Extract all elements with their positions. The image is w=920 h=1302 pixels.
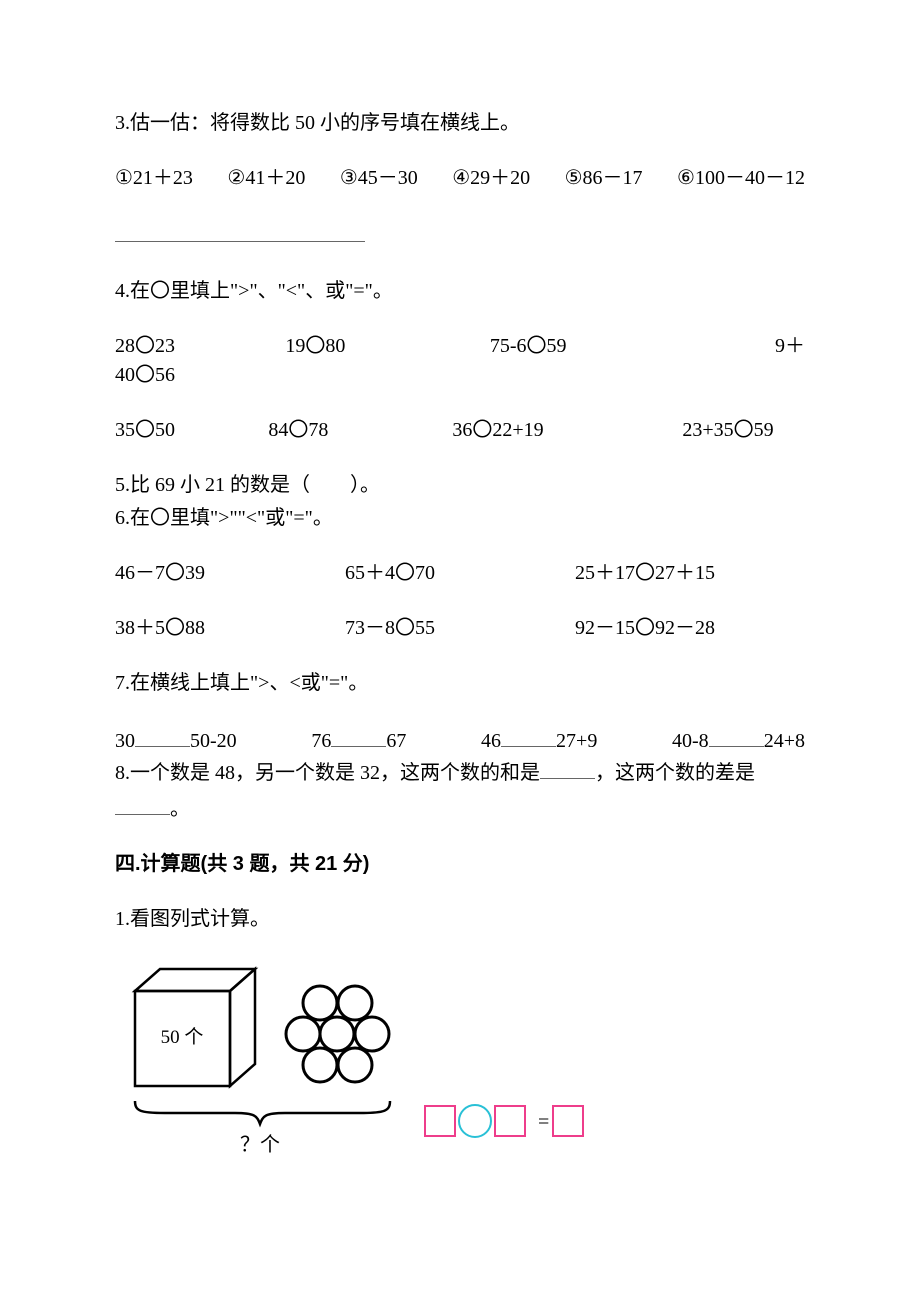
q4-stem: 4.在〇里填上">"、"<"、或"="。 bbox=[115, 278, 805, 305]
figure-svg: 50 个 ？个 = bbox=[115, 961, 585, 1161]
circle-cluster-icon bbox=[286, 986, 389, 1082]
section4-q1: 1.看图列式计算。 bbox=[115, 906, 805, 933]
q4-row1b: 40〇56 bbox=[115, 362, 805, 389]
q3-stem: 3.估一估：将得数比 50 小的序号填在横线上。 bbox=[115, 110, 805, 137]
q7-p3: 46 27+9 bbox=[481, 725, 597, 755]
box-label: 50 个 bbox=[161, 1026, 204, 1048]
q7-p4-r: 24+8 bbox=[764, 730, 805, 752]
q3-blank[interactable] bbox=[115, 220, 365, 242]
q6-r1-c3: 25＋17〇27＋15 bbox=[575, 560, 805, 587]
q3-item-2: ②41＋20 bbox=[227, 165, 305, 192]
eq-square-1[interactable] bbox=[425, 1106, 455, 1136]
q6-r1-c2: 65＋4〇70 bbox=[345, 560, 575, 587]
q7-p3-r: 27+9 bbox=[556, 730, 597, 752]
q7-p1: 30 50-20 bbox=[115, 725, 237, 755]
q6-r2-c3: 92－15〇92－28 bbox=[575, 615, 805, 642]
q3-item-5: ⑤86－17 bbox=[565, 165, 643, 192]
q8-a: 8.一个数是 48，另一个数是 32，这两个数的和是 bbox=[115, 762, 540, 784]
q5-a: 5.比 69 小 21 的数是（ bbox=[115, 474, 310, 496]
section4-title: 四.计算题(共 3 题，共 21 分) bbox=[115, 851, 805, 878]
q8-c: 。 bbox=[170, 798, 190, 820]
q7-p3-l: 46 bbox=[481, 730, 501, 752]
q5-b: ）。 bbox=[350, 474, 380, 496]
q3-item-6: ⑥100－40－12 bbox=[677, 165, 805, 192]
q4-r1-c4: 9＋ bbox=[745, 333, 805, 360]
q4-r1-c3: 75-6〇59 bbox=[490, 333, 746, 360]
q8-b: ，这两个数的差是 bbox=[595, 762, 755, 784]
q5: 5.比 69 小 21 的数是（ ）。 bbox=[115, 472, 805, 499]
q6-row1: 46－7〇39 65＋4〇70 25＋17〇27＋15 bbox=[115, 560, 805, 587]
q4-r2-c3: 36〇22+19 bbox=[452, 417, 682, 444]
q7-row: 30 50-20 76 67 46 27+9 40-8 24+8 bbox=[115, 725, 805, 755]
q3-item-1: ①21＋23 bbox=[115, 165, 193, 192]
q7-p1-l: 30 bbox=[115, 730, 135, 752]
q6-row2: 38＋5〇88 73－8〇55 92－15〇92－28 bbox=[115, 615, 805, 642]
q6-stem: 6.在〇里填">""<"或"="。 bbox=[115, 505, 805, 532]
q8-line1: 8.一个数是 48，另一个数是 32，这两个数的和是 ，这两个数的差是 bbox=[115, 757, 805, 787]
q4-r2-c1: 35〇50 bbox=[115, 417, 268, 444]
q8-blank-1[interactable] bbox=[540, 757, 595, 779]
page: 3.估一估：将得数比 50 小的序号填在横线上。 ①21＋23 ②41＋20 ③… bbox=[0, 0, 920, 1302]
q6-r2-c2: 73－8〇55 bbox=[345, 615, 575, 642]
q3-items: ①21＋23 ②41＋20 ③45－30 ④29＋20 ⑤86－17 ⑥100－… bbox=[115, 165, 805, 192]
q6-r2-c1: 38＋5〇88 bbox=[115, 615, 345, 642]
q4-row2: 35〇50 84〇78 36〇22+19 23+35〇59 bbox=[115, 417, 805, 444]
q7-stem: 7.在横线上填上">、<或"="。 bbox=[115, 670, 805, 697]
q3-answer-line bbox=[115, 220, 805, 250]
q7-p2: 76 67 bbox=[311, 725, 406, 755]
q7-p2-l: 76 bbox=[311, 730, 331, 752]
q4-r1-c2: 19〇80 bbox=[285, 333, 489, 360]
q4-row1: 28〇23 19〇80 75-6〇59 9＋ bbox=[115, 333, 805, 360]
q5-paren-gap[interactable] bbox=[310, 474, 350, 496]
q3-item-4: ④29＋20 bbox=[452, 165, 530, 192]
q4-r1-c1: 28〇23 bbox=[115, 333, 285, 360]
q3-item-3: ③45－30 bbox=[340, 165, 418, 192]
q8-line2: 。 bbox=[115, 793, 805, 823]
brace-label: ？个 bbox=[240, 1133, 280, 1156]
equals-sign: = bbox=[538, 1111, 549, 1133]
q7-p4: 40-8 24+8 bbox=[672, 725, 805, 755]
eq-square-2[interactable] bbox=[495, 1106, 525, 1136]
q7-p4-l: 40-8 bbox=[672, 730, 709, 752]
q8-blank-2[interactable] bbox=[115, 793, 170, 815]
q7-p1-r: 50-20 bbox=[190, 730, 237, 752]
eq-square-3[interactable] bbox=[553, 1106, 583, 1136]
q4-r2-c2: 84〇78 bbox=[268, 417, 452, 444]
brace-icon bbox=[135, 1101, 390, 1124]
q7-blank-2[interactable] bbox=[331, 725, 386, 747]
q4-r2-c4: 23+35〇59 bbox=[682, 417, 805, 444]
q6-r1-c1: 46－7〇39 bbox=[115, 560, 345, 587]
figure: 50 个 ？个 = bbox=[115, 961, 805, 1169]
q7-blank-1[interactable] bbox=[135, 725, 190, 747]
equation-shapes: = bbox=[425, 1105, 583, 1137]
q7-blank-3[interactable] bbox=[501, 725, 556, 747]
q7-blank-4[interactable] bbox=[709, 725, 764, 747]
eq-circle[interactable] bbox=[459, 1105, 491, 1137]
q7-p2-r: 67 bbox=[386, 730, 406, 752]
